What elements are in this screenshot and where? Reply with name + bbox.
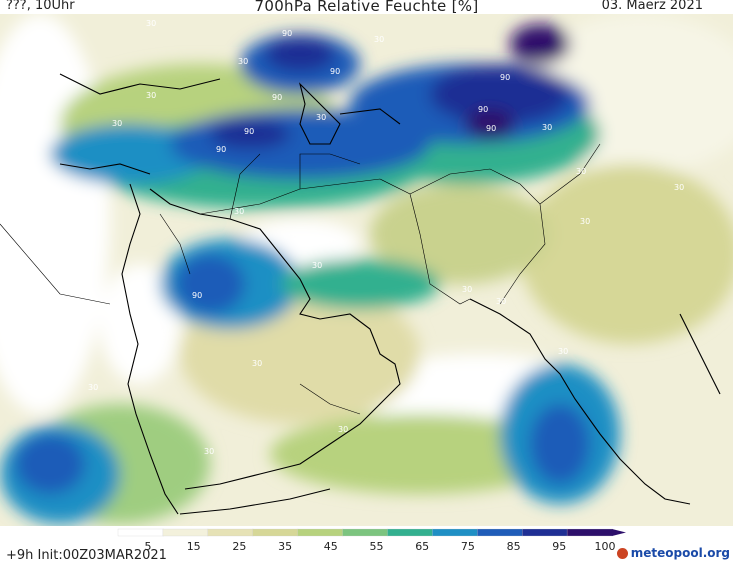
- colorbar-tick-label: 55: [370, 540, 384, 553]
- colorbar-tick-label: 15: [187, 540, 201, 553]
- contour-label: 30: [12, 365, 22, 374]
- logo-icon: [616, 547, 628, 559]
- contour-label: 30: [112, 119, 122, 128]
- colorbar-swatch: [432, 528, 478, 537]
- contour-label: 30: [576, 167, 586, 176]
- contour-label: 30: [542, 123, 552, 132]
- contour-label: 90: [486, 124, 496, 133]
- humidity-map: 90 90 90 90 90 90 90 90 90 30 30 30 30 3…: [0, 14, 733, 526]
- coastline-layer: [59, 73, 721, 515]
- colorbar-tick-label: 75: [461, 540, 475, 553]
- border-layer: [0, 143, 601, 415]
- contour-label: 30: [252, 359, 262, 368]
- colorbar-swatch: [566, 528, 613, 537]
- contour-label: 30: [234, 207, 244, 216]
- contour-label: 30: [204, 447, 214, 456]
- contour-label: 30: [312, 261, 322, 270]
- colorbar-tick-label: 85: [507, 540, 521, 553]
- contour-label: 30: [146, 19, 156, 28]
- contour-label: 90: [216, 145, 226, 154]
- colorbar-swatch: [522, 528, 568, 537]
- colorbar-tick-label: 35: [278, 540, 292, 553]
- colorbar-tick-label: 95: [552, 540, 566, 553]
- contour-labels: 90 90 90 90 90 90 90 90 90 30 30 30 30 3…: [12, 19, 684, 456]
- contour-label: 30: [580, 217, 590, 226]
- colorbar-legend: 5 15 25 35 45 55 65 75 85 95 100: [117, 528, 626, 553]
- date-label: 03. Maerz 2021: [601, 0, 703, 13]
- contour-label: 30: [238, 57, 248, 66]
- contour-label: 30: [146, 91, 156, 100]
- contour-label: 90: [272, 93, 282, 102]
- contour-label: 90: [192, 291, 202, 300]
- contour-label: 90: [282, 29, 292, 38]
- contour-label: 30: [316, 113, 326, 122]
- valid-time-label: ???, 10Uhr: [6, 0, 75, 13]
- colorbar-swatch: [252, 528, 299, 537]
- contour-label: 90: [478, 105, 488, 114]
- colorbar-tick-label: 25: [232, 540, 246, 553]
- colorbar-swatch: [117, 528, 164, 537]
- contour-label: 90: [330, 67, 340, 76]
- colorbar-swatch: [297, 528, 344, 537]
- contour-label: 30: [374, 35, 384, 44]
- map-title: 700hPa Relative Feuchte [%]: [254, 0, 479, 15]
- colorbar-tick-label: 45: [324, 540, 338, 553]
- contour-label: 30: [462, 285, 472, 294]
- colorbar-swatch: [162, 528, 209, 537]
- colorbar-swatch: [477, 528, 523, 537]
- contour-label: 30: [88, 383, 98, 392]
- colorbar-tick-label: 5: [145, 540, 152, 553]
- contour-label: 30: [558, 347, 568, 356]
- colorbar-swatch: [342, 528, 389, 537]
- contour-label: 30: [338, 425, 348, 434]
- contour-label: 90: [500, 73, 510, 82]
- meteopool-logo[interactable]: meteopool.org: [616, 546, 730, 560]
- colorbar-swatch: [387, 528, 434, 537]
- contour-label: 90: [244, 127, 254, 136]
- contour-label: 30: [674, 183, 684, 192]
- init-time-label: +9h Init:00Z03MAR2021: [6, 548, 167, 563]
- colorbar-tick-label: 100: [595, 540, 616, 553]
- colorbar-overflow-arrow: [612, 529, 626, 536]
- colorbar-tick-label: 65: [415, 540, 429, 553]
- contour-label: 30: [496, 297, 506, 306]
- logo-text: meteopool.org: [630, 546, 730, 560]
- colorbar-swatch: [207, 528, 254, 537]
